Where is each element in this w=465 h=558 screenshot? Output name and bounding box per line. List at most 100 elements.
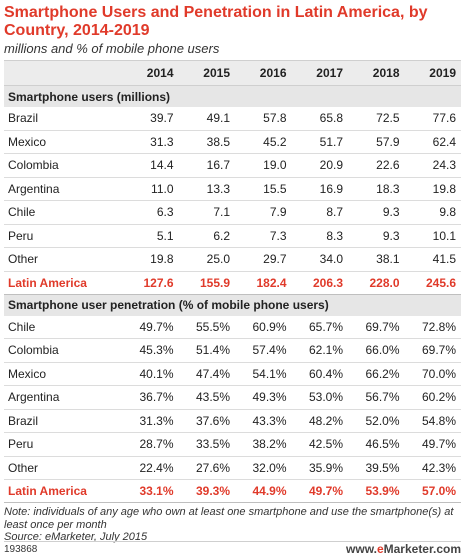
value-cell: 49.3% [235,385,292,410]
total-label: Latin America [4,479,122,503]
total-value-cell: 33.1% [122,479,179,503]
value-cell: 39.7 [122,107,179,131]
table-row: Brazil 39.7 49.1 57.8 65.8 72.5 77.6 [4,107,461,131]
value-cell: 60.2% [404,385,461,410]
row-label: Mexico [4,130,122,154]
value-cell: 42.3% [404,456,461,480]
value-cell: 7.1 [178,200,235,225]
value-cell: 66.2% [348,362,405,386]
value-cell: 19.0 [235,153,292,178]
section-heading: Smartphone user penetration (% of mobile… [4,294,461,316]
value-cell: 15.5 [235,177,292,201]
value-cell: 10.1 [404,224,461,248]
value-cell: 37.6% [178,409,235,433]
brand-logo: www.eMarketer.com [346,542,461,556]
value-cell: 62.1% [291,338,348,363]
value-cell: 60.9% [235,315,292,339]
section-header-row: Smartphone users (millions) [4,85,461,107]
table-row: Peru 28.7% 33.5% 38.2% 42.5% 46.5% 49.7% [4,432,461,457]
total-value-cell: 206.3 [291,271,348,295]
value-cell: 31.3 [122,130,179,154]
value-cell: 49.1 [178,107,235,131]
total-value-cell: 245.6 [404,271,461,295]
row-label: Colombia [4,153,122,178]
row-label: Mexico [4,362,122,386]
header-row: 2014 2015 2016 2017 2018 2019 [4,60,461,86]
row-label: Peru [4,432,122,457]
table-row: Argentina 11.0 13.3 15.5 16.9 18.3 19.8 [4,177,461,201]
value-cell: 38.5 [178,130,235,154]
value-cell: 69.7% [404,338,461,363]
value-cell: 16.9 [291,177,348,201]
value-cell: 9.3 [348,200,405,225]
column-header: 2014 [122,60,179,86]
table-row: Mexico 40.1% 47.4% 54.1% 60.4% 66.2% 70.0% [4,362,461,386]
value-cell: 5.1 [122,224,179,248]
value-cell: 51.4% [178,338,235,363]
value-cell: 65.8 [291,107,348,131]
table-row: Brazil 31.3% 37.6% 43.3% 48.2% 52.0% 54.8% [4,409,461,433]
value-cell: 72.8% [404,315,461,339]
row-label: Peru [4,224,122,248]
column-header: 2018 [348,60,405,86]
table-row: Argentina 36.7% 43.5% 49.3% 53.0% 56.7% 60.2% [4,385,461,410]
chart-note: Note: individuals of any age who own at … [4,506,454,531]
row-label: Other [4,247,122,272]
value-cell: 54.8% [404,409,461,433]
value-cell: 6.3 [122,200,179,225]
chart-subtitle: millions and % of mobile phone users [4,41,220,56]
value-cell: 43.5% [178,385,235,410]
value-cell: 13.3 [178,177,235,201]
chart-source: Source: eMarketer, July 2015 [4,531,148,543]
chart-id: 193868 [4,544,38,555]
table-row: Peru 5.1 6.2 7.3 8.3 9.3 10.1 [4,224,461,248]
total-value-cell: 127.6 [122,271,179,295]
value-cell: 28.7% [122,432,179,457]
total-value-cell: 53.9% [348,479,405,503]
row-label: Chile [4,200,122,225]
value-cell: 24.3 [404,153,461,178]
total-value-cell: 228.0 [348,271,405,295]
total-value-cell: 44.9% [235,479,292,503]
value-cell: 41.5 [404,247,461,272]
value-cell: 6.2 [178,224,235,248]
value-cell: 19.8 [404,177,461,201]
value-cell: 42.5% [291,432,348,457]
value-cell: 40.1% [122,362,179,386]
footer: 193868 www.eMarketer.com [4,541,461,556]
value-cell: 56.7% [348,385,405,410]
row-label: Chile [4,315,122,339]
column-header: 2015 [178,60,235,86]
table-body: Smartphone users (millions) Brazil 39.7 49.… [4,85,461,503]
value-cell: 49.7% [404,432,461,457]
brand-prefix: www. [346,542,377,556]
value-cell: 48.2% [291,409,348,433]
value-cell: 72.5 [348,107,405,131]
table-row: Other 22.4% 27.6% 32.0% 35.9% 39.5% 42.3% [4,456,461,480]
value-cell: 16.7 [178,153,235,178]
value-cell: 57.8 [235,107,292,131]
value-cell: 7.3 [235,224,292,248]
value-cell: 38.2% [235,432,292,457]
value-cell: 45.2 [235,130,292,154]
brand-e: e [376,542,384,556]
value-cell: 8.7 [291,200,348,225]
value-cell: 62.4 [404,130,461,154]
value-cell: 69.7% [348,315,405,339]
value-cell: 25.0 [178,247,235,272]
header-corner [4,60,122,86]
value-cell: 32.0% [235,456,292,480]
section-header-row: Smartphone user penetration (% of mobile… [4,294,461,316]
column-header: 2017 [291,60,348,86]
value-cell: 49.7% [122,315,179,339]
total-label: Latin America [4,271,122,295]
table-row: Colombia 14.4 16.7 19.0 20.9 22.6 24.3 [4,153,461,178]
value-cell: 53.0% [291,385,348,410]
column-header: 2016 [235,60,292,86]
value-cell: 7.9 [235,200,292,225]
value-cell: 29.7 [235,247,292,272]
value-cell: 20.9 [291,153,348,178]
value-cell: 65.7% [291,315,348,339]
value-cell: 18.3 [348,177,405,201]
